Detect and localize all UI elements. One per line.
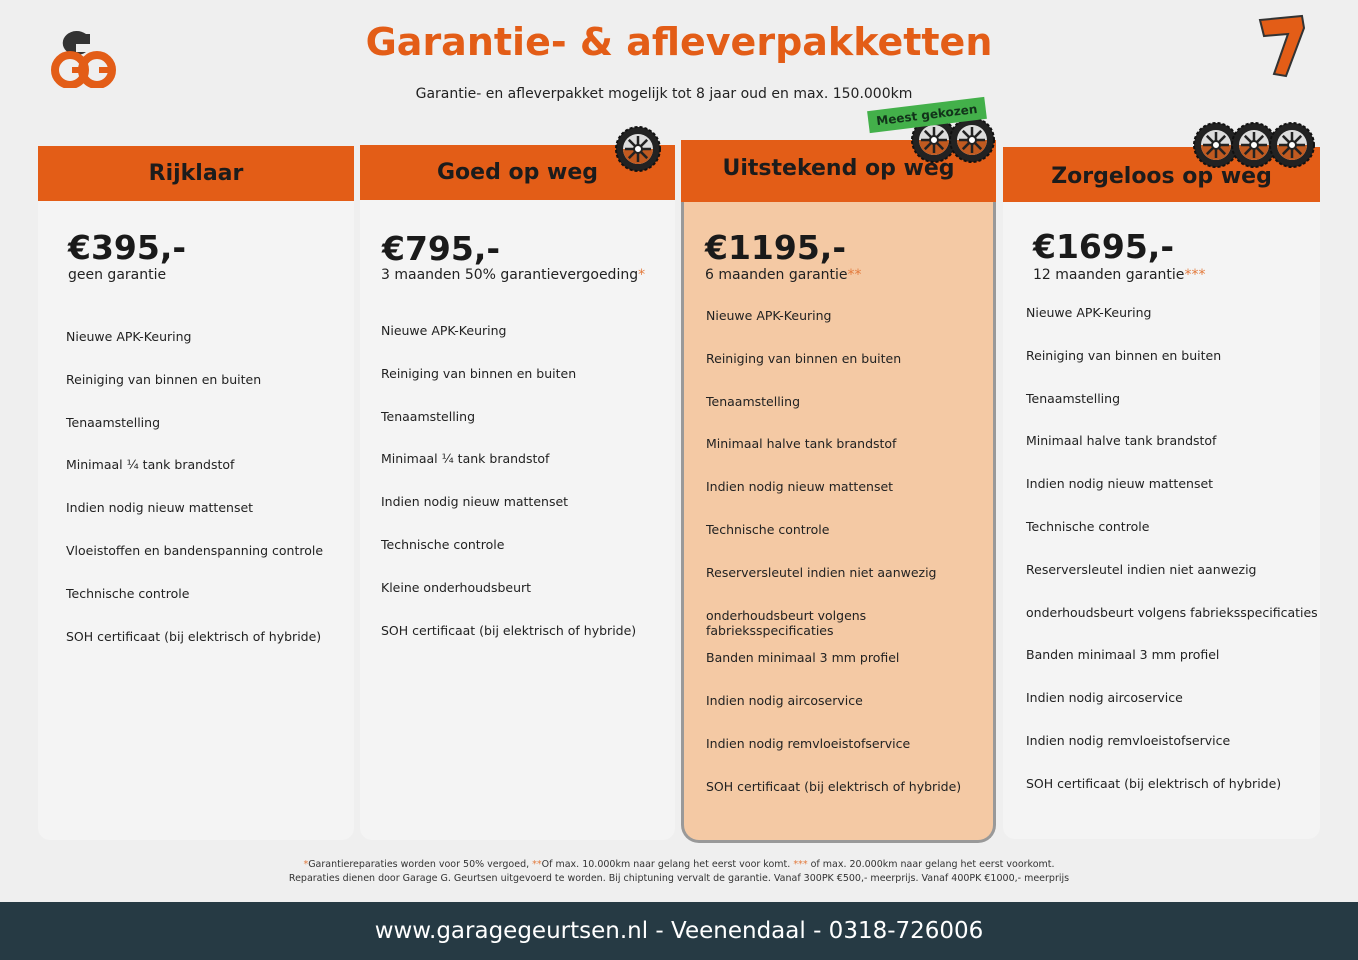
tire-icon <box>911 117 957 167</box>
garage-logo <box>50 22 118 92</box>
package-price: €795,- <box>382 229 501 268</box>
package-description: 3 maanden 50% garantievergoeding* <box>381 267 646 283</box>
package-price: €395,- <box>68 228 187 267</box>
feature-item: Nieuwe APK-Keuring <box>66 329 192 344</box>
package-description: 6 maanden garantie** <box>705 267 862 283</box>
feature-item: Indien nodig aircoservice <box>706 693 863 709</box>
feature-item: Reserversleutel indien niet aanwezig <box>706 564 937 580</box>
feature-item: Kleine onderhoudsbeurt <box>381 579 532 595</box>
feature-item: Indien nodig nieuw mattenset <box>706 479 894 495</box>
feature-item: SOH certificaat (bij elektrisch of hybri… <box>381 622 637 638</box>
feature-item: Technische controle <box>706 521 830 537</box>
feature-item: Indien nodig aircoservice <box>1026 690 1183 706</box>
tire-icon <box>615 126 661 176</box>
feature-item: SOH certificaat (bij elektrisch of hybri… <box>66 628 322 644</box>
feature-item: Indien nodig remvloeistofservice <box>1026 732 1231 748</box>
package-description: 12 maanden garantie*** <box>1033 267 1206 283</box>
tire-icon <box>1231 122 1277 172</box>
feature-item: Technische controle <box>1026 518 1150 534</box>
feature-item: Banden minimaal 3 mm profiel <box>706 650 900 666</box>
page-title: Garantie- & afleverpakketten <box>365 20 993 64</box>
feature-item: Banden minimaal 3 mm profiel <box>1026 647 1220 663</box>
feature-item: SOH certificaat (bij elektrisch of hybri… <box>706 778 962 794</box>
package-title: Goed op weg <box>360 145 675 200</box>
page-subtitle: Garantie- en afleverpakket mogelijk tot … <box>415 86 913 102</box>
feature-item: Indien nodig nieuw mattenset <box>381 494 569 510</box>
feature-item: Tenaamstelling <box>1026 390 1121 406</box>
feature-item: Nieuwe APK-Keuring <box>1026 305 1152 320</box>
feature-item: Tenaamstelling <box>706 393 801 409</box>
feature-item: Indien nodig nieuw mattenset <box>66 500 254 516</box>
seven-logo <box>1258 14 1308 84</box>
feature-item: Minimaal halve tank brandstof <box>1026 433 1217 449</box>
feature-item: Tenaamstelling <box>66 414 161 430</box>
feature-item: Nieuwe APK-Keuring <box>706 308 832 323</box>
feature-list: Nieuwe APK-Keuring Reiniging van binnen e… <box>66 329 323 671</box>
feature-list: Nieuwe APK-Keuring Reiniging van binnen e… <box>381 323 636 665</box>
feature-item: Reiniging van binnen en buiten <box>706 350 902 366</box>
feature-list: Nieuwe APK-Keuring Reiniging van binnen e… <box>1026 305 1318 819</box>
tire-icon <box>1269 122 1315 172</box>
package-card-goed-op-weg: Goed op weg €795,- 3 maanden 50% garanti… <box>360 145 675 840</box>
package-description: geen garantie <box>68 267 167 283</box>
feature-item: Indien nodig remvloeistofservice <box>706 735 911 751</box>
tire-icon <box>949 117 995 167</box>
package-card-zorgeloos-op-weg: Zorgeloos op weg €1695,- 12 maanden gara… <box>1003 147 1320 839</box>
feature-item: Reserversleutel indien niet aanwezig <box>1026 561 1257 577</box>
feature-item: Reiniging van binnen en buiten <box>1026 347 1222 363</box>
feature-list: Nieuwe APK-Keuring Reiniging van binnen e… <box>706 308 993 822</box>
feature-item: Vloeistoffen en bandenspanning controle <box>66 542 324 558</box>
package-price: €1195,- <box>705 228 847 267</box>
feature-item: Tenaamstelling <box>381 408 476 424</box>
feature-item: Minimaal ¼ tank brandstof <box>381 451 550 467</box>
feature-item: Reiniging van binnen en buiten <box>66 371 262 387</box>
contact-info: www.garagegeurtsen.nl - Veenendaal - 031… <box>374 918 984 944</box>
footer-bar: www.garagegeurtsen.nl - Veenendaal - 031… <box>0 902 1358 960</box>
feature-item: Minimaal halve tank brandstof <box>706 436 897 452</box>
feature-item: onderhoudsbeurt volgens fabrieksspecific… <box>1026 604 1318 620</box>
feature-item: Minimaal ¼ tank brandstof <box>66 457 235 473</box>
footnotes: *Garantiereparaties worden voor 50% verg… <box>288 859 1070 884</box>
package-card-uitstekend-op-weg: Uitstekend op weg €1195,- 6 maanden gara… <box>681 140 996 843</box>
feature-item: SOH certificaat (bij elektrisch of hybri… <box>1026 775 1282 791</box>
feature-item: onderhoudsbeurt volgens fabrieksspecific… <box>706 607 867 638</box>
feature-item: Nieuwe APK-Keuring <box>381 323 507 338</box>
feature-item: Indien nodig nieuw mattenset <box>1026 476 1214 492</box>
package-title: Rijklaar <box>38 146 354 201</box>
package-price: €1695,- <box>1033 227 1175 266</box>
feature-item: Reiniging van binnen en buiten <box>381 365 577 381</box>
package-card-rijklaar: Rijklaar €395,- geen garantie Nieuwe APK… <box>38 146 354 840</box>
feature-item: Technische controle <box>66 585 190 601</box>
feature-item: Technische controle <box>381 536 505 552</box>
